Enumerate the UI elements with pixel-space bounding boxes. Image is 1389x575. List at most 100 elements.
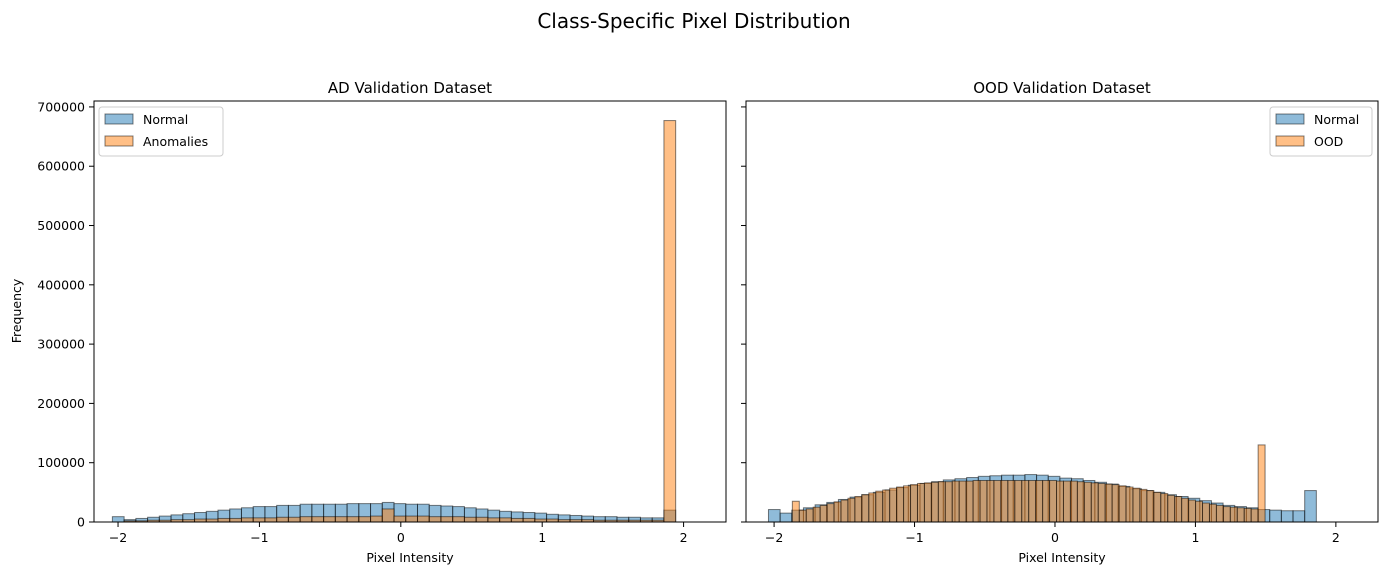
ad-bar-normal: [111, 516, 125, 523]
ood-x-tick-label: 2: [1332, 530, 1340, 545]
ood-bar-ood: [1042, 479, 1051, 523]
ad-axes-frame: [93, 100, 727, 523]
ood-bar-ood: [1125, 486, 1134, 523]
ad-legend-swatch-anomalies: [104, 135, 134, 147]
ad-y-ticks: 0 100000 200000 300000 400000 500000 600000 700…: [37, 99, 94, 530]
ood-legend: Normal OOD: [1269, 106, 1373, 157]
ood-legend-swatch-normal: [1275, 113, 1305, 125]
ood-bar-ood: [1195, 500, 1204, 523]
ad-bar-anomalies: [346, 516, 360, 523]
ad-legend: Normal Anomalies: [98, 106, 224, 157]
ood-bar-ood: [1153, 491, 1162, 523]
ood-bar-ood: [1139, 488, 1148, 523]
ood-bar-ood: [1222, 506, 1231, 523]
ood-bar-ood: [1188, 499, 1197, 523]
ood-bar-ood: [1111, 484, 1120, 523]
ad-y-tick-label: 400000: [37, 277, 85, 292]
ood-bar-ood: [833, 501, 842, 523]
ood-bar-ood: [861, 494, 870, 523]
ood-bar-ood: [1146, 490, 1155, 523]
ad-bar-anomalies: [381, 508, 395, 523]
ood-x-axis-label: Pixel Intensity: [1018, 550, 1106, 565]
ad-x-axis-label: Pixel Intensity: [366, 550, 454, 565]
ood-x-tick-label: 1: [1191, 530, 1199, 545]
ood-x-tick-label: 0: [1051, 530, 1059, 545]
ad-bar-anomalies: [240, 517, 254, 523]
ood-bars: [767, 444, 1317, 523]
ood-x-tick-label: −1: [905, 530, 923, 545]
ood-y-ticks: [741, 106, 746, 523]
ad-y-tick-label: 600000: [37, 159, 85, 174]
ad-x-tick-label: 0: [397, 530, 405, 545]
ood-bar-ood: [972, 479, 981, 523]
ood-bar-ood: [1104, 483, 1113, 523]
figure-suptitle: Class-Specific Pixel Distribution: [537, 9, 850, 33]
ad-x-tick-label: −2: [109, 530, 127, 545]
ood-bar-ood: [1208, 503, 1217, 523]
ood-bar-ood: [1062, 480, 1071, 523]
ad-bars: [111, 120, 677, 523]
ood-bar-ood: [937, 481, 946, 523]
ood-bar-ood: [1118, 485, 1127, 523]
ood-bar-ood: [840, 499, 849, 523]
ood-bar-ood: [1257, 444, 1266, 523]
ood-bar-normal: [1269, 509, 1282, 523]
ood-bar-ood: [923, 482, 932, 523]
ad-y-tick-label: 200000: [37, 396, 85, 411]
ood-bar-ood: [1007, 479, 1016, 523]
ad-bar-anomalies: [499, 517, 512, 523]
ood-bar-ood: [1160, 493, 1169, 523]
ood-bar-ood: [1202, 502, 1210, 523]
ood-bar-ood: [882, 489, 891, 523]
ad-bar-anomalies: [323, 516, 336, 523]
ad-bar-anomalies: [299, 516, 313, 523]
ood-axes-frame: [745, 100, 1379, 523]
ad-y-tick-label: 100000: [37, 455, 85, 470]
ad-bar-anomalies: [463, 516, 477, 523]
ood-x-tick-label: −2: [765, 530, 783, 545]
ad-bar-anomalies: [264, 517, 278, 523]
ood-bar-ood: [875, 490, 884, 523]
ood-x-ticks: −2 −1 0 1 2: [765, 522, 1340, 545]
ood-bar-ood: [889, 487, 898, 523]
ood-bar-ood: [1236, 507, 1245, 523]
ad-bar-anomalies: [522, 517, 536, 523]
ood-bar-ood: [1049, 479, 1058, 523]
ood-bar-ood: [1243, 507, 1252, 523]
ood-bar-ood: [798, 509, 807, 523]
ood-bar-ood: [819, 504, 828, 523]
ood-bar-ood: [965, 480, 974, 523]
ood-bar-ood: [979, 479, 988, 523]
ad-bar-anomalies: [370, 515, 383, 523]
ood-bar-ood: [1056, 480, 1064, 523]
ad-y-tick-label: 300000: [37, 337, 85, 352]
ad-legend-swatch-normal: [104, 113, 134, 125]
ood-bar-ood: [1035, 479, 1044, 523]
ood-bar-ood: [910, 484, 918, 523]
ad-legend-label-normal: Normal: [143, 112, 188, 127]
ood-bar-ood: [1021, 479, 1030, 523]
ood-bar-ood: [1000, 479, 1009, 523]
ad-y-tick-label: 500000: [37, 218, 85, 233]
ood-bar-ood: [847, 497, 856, 523]
ood-bar-ood: [1090, 482, 1099, 523]
ood-bar-ood: [916, 482, 925, 523]
ood-validation-panel: OOD Validation Dataset −2 −1 0 1 2 Pixel Int…: [741, 79, 1379, 565]
ad-bar-anomalies: [440, 516, 454, 523]
ood-bar-ood: [903, 485, 912, 523]
ood-bar-ood: [854, 496, 863, 523]
ad-bar-anomalies: [428, 516, 442, 523]
ad-y-axis-label: Frequency: [9, 278, 24, 343]
ood-bar-ood: [1076, 481, 1085, 523]
ad-bar-anomalies: [252, 517, 266, 523]
ad-y-tick-label: 700000: [37, 99, 85, 114]
ood-bar-ood: [1028, 479, 1037, 523]
ood-bar-ood: [1167, 494, 1176, 523]
ood-bar-ood: [930, 481, 939, 523]
ad-bar-anomalies: [510, 517, 524, 523]
ad-legend-label-anomalies: Anomalies: [143, 134, 208, 149]
ad-bar-anomalies: [287, 516, 301, 523]
ood-bar-ood: [812, 506, 821, 523]
ood-bar-ood: [1181, 497, 1190, 523]
ad-panel-title: AD Validation Dataset: [328, 79, 492, 97]
